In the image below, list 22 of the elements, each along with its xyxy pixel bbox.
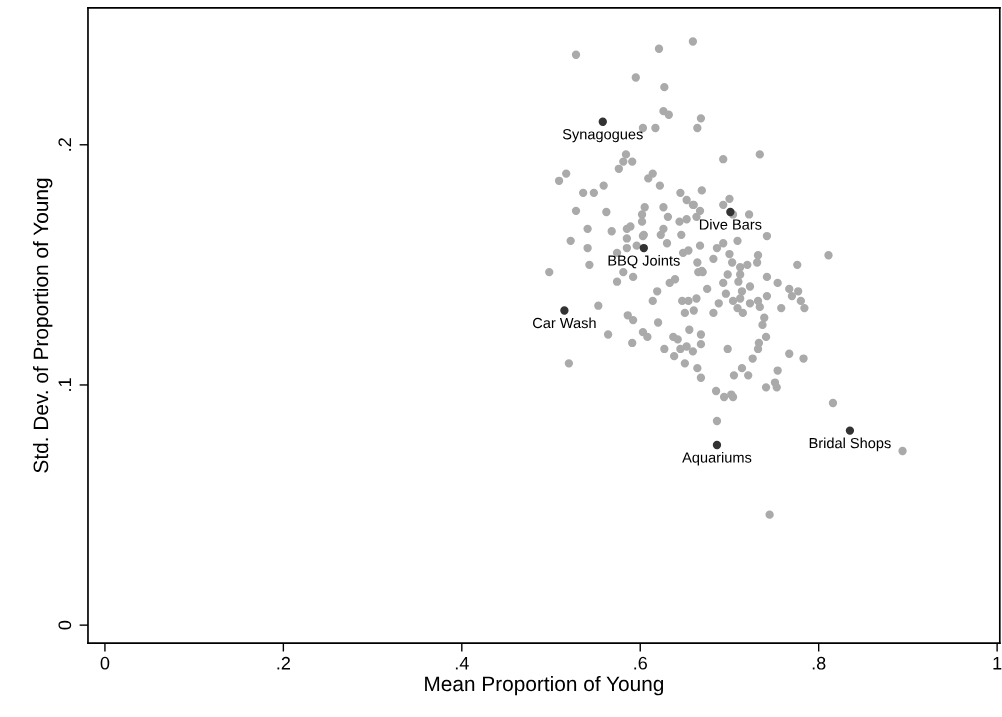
x-tick-label: .4 [455,657,469,670]
annotation: Synagogues [562,129,643,143]
x-tick-label: .6 [634,656,647,670]
annotation: BBQ Joints [608,255,680,269]
point [845,426,855,435]
x-tick-label: 1 [993,657,1002,670]
y-tick-label: .2 [58,138,72,151]
annotation: Car Wash [533,317,596,329]
point [560,306,569,315]
x-tick-label: .8 [812,656,826,670]
annotation: Bridal Shops [809,437,891,452]
x-tick-label: .2 [277,656,290,670]
annotation: Dive Bars [699,218,762,230]
point [712,440,722,450]
y-axis-title: Std. Dev. of Proportion of Young [32,178,53,473]
y-tick-label: 0 [58,620,72,630]
annotation: Aquariums [682,451,752,466]
x-tick-label: 0 [100,656,110,670]
point [639,243,648,253]
y-tick-label: .1 [58,378,72,391]
x-axis-title: Mean Proportion of Young [425,675,664,696]
point [598,117,607,126]
